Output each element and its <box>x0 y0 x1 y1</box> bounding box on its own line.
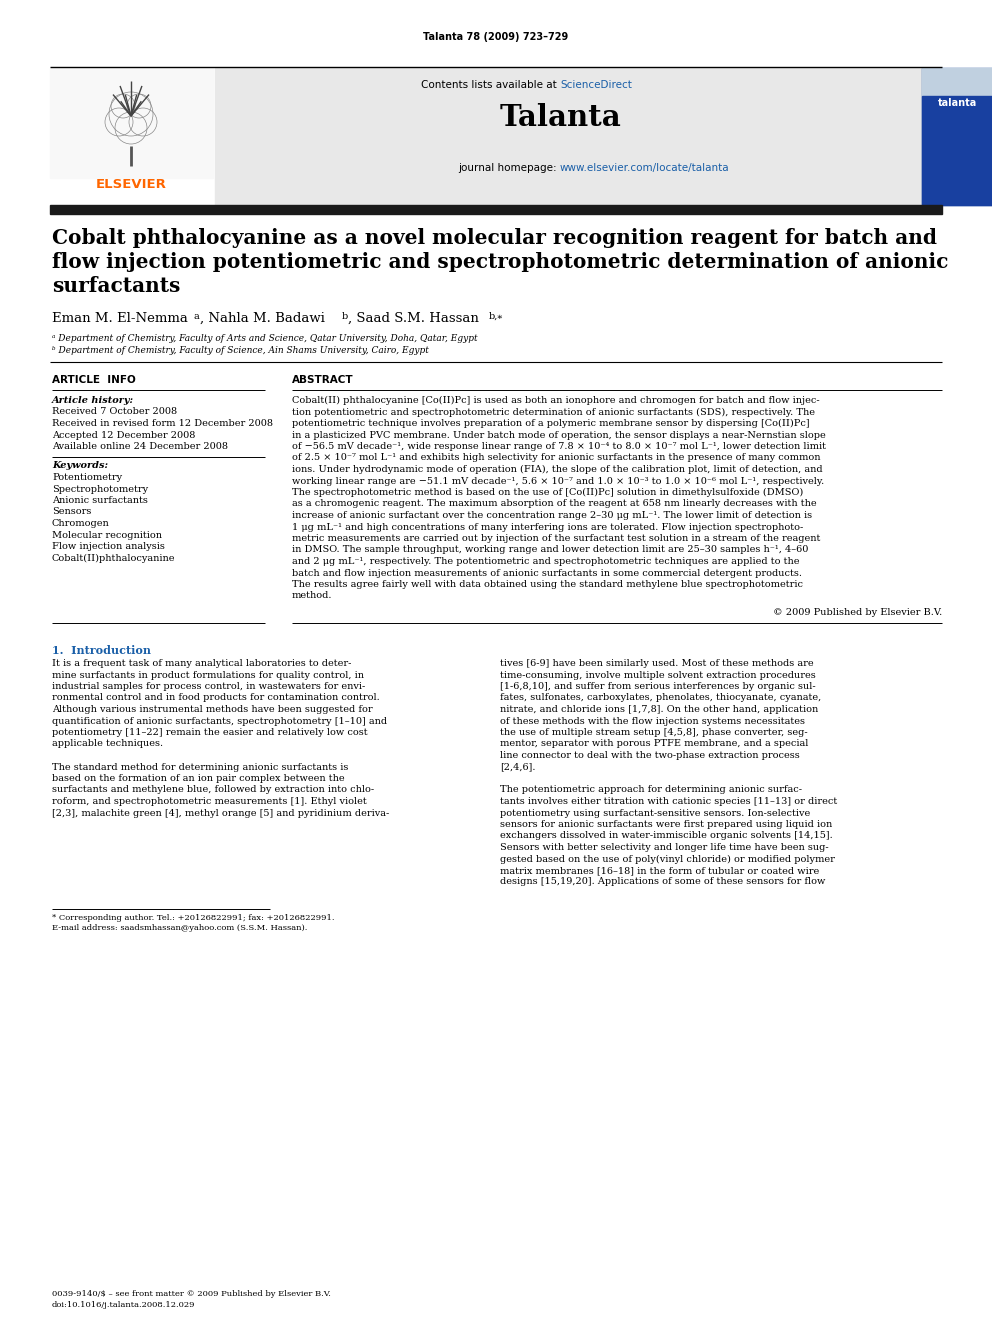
Text: Cobalt(II)phthalocyanine: Cobalt(II)phthalocyanine <box>52 553 176 562</box>
Text: * Corresponding author. Tel.: +20126822991; fax: +20126822991.: * Corresponding author. Tel.: +201268229… <box>52 914 334 922</box>
Text: mentor, separator with porous PTFE membrane, and a special: mentor, separator with porous PTFE membr… <box>500 740 808 749</box>
Text: ELSEVIER: ELSEVIER <box>95 179 167 191</box>
Text: 0039-9140/$ – see front matter © 2009 Published by Elsevier B.V.: 0039-9140/$ – see front matter © 2009 Pu… <box>52 1290 331 1298</box>
Text: Anionic surfactants: Anionic surfactants <box>52 496 148 505</box>
Text: Spectrophotometry: Spectrophotometry <box>52 484 148 493</box>
Text: It is a frequent task of many analytical laboratories to deter-: It is a frequent task of many analytical… <box>52 659 351 668</box>
Text: Flow injection analysis: Flow injection analysis <box>52 542 165 550</box>
Text: of −56.5 mV decade⁻¹, wide response linear range of 7.8 × 10⁻⁴ to 8.0 × 10⁻⁷ mol: of −56.5 mV decade⁻¹, wide response line… <box>292 442 826 451</box>
Text: Cobalt phthalocyanine as a novel molecular recognition reagent for batch and: Cobalt phthalocyanine as a novel molecul… <box>52 228 937 247</box>
Text: batch and flow injection measurements of anionic surfactants in some commercial : batch and flow injection measurements of… <box>292 569 802 578</box>
Text: the use of multiple stream setup [4,5,8], phase converter, seg-: the use of multiple stream setup [4,5,8]… <box>500 728 807 737</box>
Text: ions. Under hydrodynamic mode of operation (FIA), the slope of the calibration p: ions. Under hydrodynamic mode of operati… <box>292 464 822 474</box>
Text: Eman M. El-Nemma: Eman M. El-Nemma <box>52 312 187 325</box>
Text: E-mail address: saadsmhassan@yahoo.com (S.S.M. Hassan).: E-mail address: saadsmhassan@yahoo.com (… <box>52 923 308 931</box>
Text: as a chromogenic reagent. The maximum absorption of the reagent at 658 nm linear: as a chromogenic reagent. The maximum ab… <box>292 500 816 508</box>
Text: tion potentiometric and spectrophotometric determination of anionic surfactants : tion potentiometric and spectrophotometr… <box>292 407 815 417</box>
Text: in DMSO. The sample throughput, working range and lower detection limit are 25–3: in DMSO. The sample throughput, working … <box>292 545 808 554</box>
Text: Article history:: Article history: <box>52 396 134 405</box>
Text: of 2.5 × 10⁻⁷ mol L⁻¹ and exhibits high selectivity for anionic surfactants in t: of 2.5 × 10⁻⁷ mol L⁻¹ and exhibits high … <box>292 454 820 463</box>
Text: talanta: talanta <box>937 98 977 108</box>
Text: nitrate, and chloride ions [1,7,8]. On the other hand, application: nitrate, and chloride ions [1,7,8]. On t… <box>500 705 818 714</box>
Text: based on the formation of an ion pair complex between the: based on the formation of an ion pair co… <box>52 774 344 783</box>
Bar <box>922 67 992 97</box>
Text: potentiometry [11–22] remain the easier and relatively low cost: potentiometry [11–22] remain the easier … <box>52 728 368 737</box>
Text: and 2 μg mL⁻¹, respectively. The potentiometric and spectrophotometric technique: and 2 μg mL⁻¹, respectively. The potenti… <box>292 557 800 566</box>
Text: matrix membranes [16–18] in the form of tubular or coated wire: matrix membranes [16–18] in the form of … <box>500 867 819 875</box>
Text: Cobalt(II) phthalocyanine [Co(II)Pc] is used as both an ionophore and chromogen : Cobalt(II) phthalocyanine [Co(II)Pc] is … <box>292 396 819 405</box>
Text: © 2009 Published by Elsevier B.V.: © 2009 Published by Elsevier B.V. <box>773 609 942 617</box>
Bar <box>50 205 942 214</box>
Text: ARTICLE  INFO: ARTICLE INFO <box>52 374 136 385</box>
Text: industrial samples for process control, in wastewaters for envi-: industrial samples for process control, … <box>52 681 365 691</box>
Text: working linear range are −51.1 mV decade⁻¹, 5.6 × 10⁻⁷ and 1.0 × 10⁻³ to 1.0 × 1: working linear range are −51.1 mV decade… <box>292 476 824 486</box>
Text: b,⁎: b,⁎ <box>489 312 503 321</box>
Text: Received 7 October 2008: Received 7 October 2008 <box>52 407 178 417</box>
Text: potentiometry using surfactant-sensitive sensors. Ion-selective: potentiometry using surfactant-sensitive… <box>500 808 810 818</box>
Text: Although various instrumental methods have been suggested for: Although various instrumental methods ha… <box>52 705 373 714</box>
Text: doi:10.1016/j.talanta.2008.12.029: doi:10.1016/j.talanta.2008.12.029 <box>52 1301 195 1308</box>
Bar <box>215 67 922 205</box>
Text: tives [6-9] have been similarly used. Most of these methods are: tives [6-9] have been similarly used. Mo… <box>500 659 813 668</box>
Text: surfactants and methylene blue, followed by extraction into chlo-: surfactants and methylene blue, followed… <box>52 786 374 795</box>
Text: Contents lists available at: Contents lists available at <box>421 79 560 90</box>
Text: Available online 24 December 2008: Available online 24 December 2008 <box>52 442 228 451</box>
Text: [2,3], malachite green [4], methyl orange [5] and pyridinium deriva-: [2,3], malachite green [4], methyl orang… <box>52 808 389 818</box>
Text: The standard method for determining anionic surfactants is: The standard method for determining anio… <box>52 762 348 771</box>
Text: applicable techniques.: applicable techniques. <box>52 740 163 749</box>
Text: flow injection potentiometric and spectrophotometric determination of anionic: flow injection potentiometric and spectr… <box>52 251 948 273</box>
Text: ronmental control and in food products for contamination control.: ronmental control and in food products f… <box>52 693 380 703</box>
Bar <box>50 67 213 179</box>
Text: ᵇ Department of Chemistry, Faculty of Science, Ain Shams University, Cairo, Egyp: ᵇ Department of Chemistry, Faculty of Sc… <box>52 347 429 355</box>
Text: in a plasticized PVC membrane. Under batch mode of operation, the sensor display: in a plasticized PVC membrane. Under bat… <box>292 430 825 439</box>
Text: of these methods with the flow injection systems necessitates: of these methods with the flow injection… <box>500 717 805 725</box>
Text: b: b <box>342 312 348 321</box>
Text: tants involves either titration with cationic species [11–13] or direct: tants involves either titration with cat… <box>500 796 837 806</box>
Text: , Saad S.M. Hassan: , Saad S.M. Hassan <box>348 312 479 325</box>
Text: increase of anionic surfactant over the concentration range 2–30 μg mL⁻¹. The lo: increase of anionic surfactant over the … <box>292 511 812 520</box>
Text: Chromogen: Chromogen <box>52 519 110 528</box>
Text: potentiometric technique involves preparation of a polymeric membrane sensor by : potentiometric technique involves prepar… <box>292 419 809 429</box>
Text: surfactants: surfactants <box>52 277 181 296</box>
Text: www.elsevier.com/locate/talanta: www.elsevier.com/locate/talanta <box>560 163 730 173</box>
Text: The potentiometric approach for determining anionic surfac-: The potentiometric approach for determin… <box>500 786 802 795</box>
Text: fates, sulfonates, carboxylates, phenolates, thiocyanate, cyanate,: fates, sulfonates, carboxylates, phenola… <box>500 693 821 703</box>
Text: Sensors with better selectivity and longer life time have been sug-: Sensors with better selectivity and long… <box>500 843 828 852</box>
Text: Talanta 78 (2009) 723–729: Talanta 78 (2009) 723–729 <box>424 32 568 42</box>
Text: ScienceDirect: ScienceDirect <box>560 79 632 90</box>
Text: exchangers dissolved in water-immiscible organic solvents [14,15].: exchangers dissolved in water-immiscible… <box>500 831 832 840</box>
Text: 1.  Introduction: 1. Introduction <box>52 646 151 656</box>
Text: journal homepage:: journal homepage: <box>458 163 560 173</box>
Text: time-consuming, involve multiple solvent extraction procedures: time-consuming, involve multiple solvent… <box>500 671 815 680</box>
Text: Talanta: Talanta <box>499 103 621 132</box>
Text: line connector to deal with the two-phase extraction process: line connector to deal with the two-phas… <box>500 751 800 759</box>
Text: Keywords:: Keywords: <box>52 462 108 471</box>
Text: roform, and spectrophotometric measurements [1]. Ethyl violet: roform, and spectrophotometric measureme… <box>52 796 367 806</box>
Text: The results agree fairly well with data obtained using the standard methylene bl: The results agree fairly well with data … <box>292 579 803 589</box>
Text: [1-6,8,10], and suffer from serious interferences by organic sul-: [1-6,8,10], and suffer from serious inte… <box>500 681 815 691</box>
Text: a: a <box>194 312 199 321</box>
Text: designs [15,19,20]. Applications of some of these sensors for flow: designs [15,19,20]. Applications of some… <box>500 877 825 886</box>
Text: Potentiometry: Potentiometry <box>52 474 122 482</box>
Text: The spectrophotometric method is based on the use of [Co(II)Pc] solution in dime: The spectrophotometric method is based o… <box>292 488 804 497</box>
Text: metric measurements are carried out by injection of the surfactant test solution: metric measurements are carried out by i… <box>292 534 820 542</box>
Text: Accepted 12 December 2008: Accepted 12 December 2008 <box>52 430 195 439</box>
Text: method.: method. <box>292 591 332 601</box>
Text: sensors for anionic surfactants were first prepared using liquid ion: sensors for anionic surfactants were fir… <box>500 820 832 830</box>
Text: ᵃ Department of Chemistry, Faculty of Arts and Science, Qatar University, Doha, : ᵃ Department of Chemistry, Faculty of Ar… <box>52 333 477 343</box>
Text: Received in revised form 12 December 2008: Received in revised form 12 December 200… <box>52 419 273 429</box>
Text: ABSTRACT: ABSTRACT <box>292 374 353 385</box>
Text: 1 μg mL⁻¹ and high concentrations of many interfering ions are tolerated. Flow i: 1 μg mL⁻¹ and high concentrations of man… <box>292 523 804 532</box>
Text: quantification of anionic surfactants, spectrophotometry [1–10] and: quantification of anionic surfactants, s… <box>52 717 387 725</box>
Text: mine surfactants in product formulations for quality control, in: mine surfactants in product formulations… <box>52 671 364 680</box>
Text: , Nahla M. Badawi: , Nahla M. Badawi <box>200 312 324 325</box>
Text: gested based on the use of poly(vinyl chloride) or modified polymer: gested based on the use of poly(vinyl ch… <box>500 855 835 864</box>
Text: [2,4,6].: [2,4,6]. <box>500 762 536 771</box>
Bar <box>922 67 992 205</box>
Text: Molecular recognition: Molecular recognition <box>52 531 162 540</box>
Text: Sensors: Sensors <box>52 508 91 516</box>
Bar <box>922 97 992 205</box>
